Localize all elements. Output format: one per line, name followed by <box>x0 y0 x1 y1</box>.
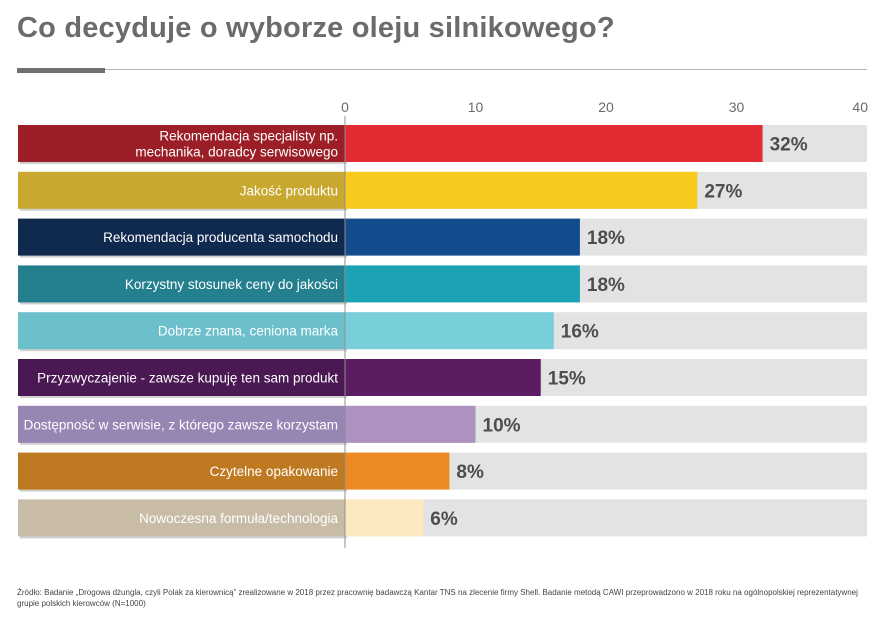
category-label: Jakość produktu <box>240 183 338 198</box>
category-label-box <box>18 312 345 350</box>
category-label-box <box>18 218 345 256</box>
value-bar <box>345 452 450 490</box>
category-label-box <box>18 265 345 303</box>
category-label-box <box>18 171 345 209</box>
bar-track <box>345 499 867 537</box>
category-label: Przyzwyczajenie - zawsze kupuję ten sam … <box>37 371 338 386</box>
category-label-box <box>18 125 345 162</box>
category-label: Czytelne opakowanie <box>210 464 338 479</box>
x-tick-label: 10 <box>468 99 484 115</box>
data-label: 32% <box>770 135 808 156</box>
title-rule <box>17 69 867 70</box>
category-label-box <box>18 452 345 490</box>
value-bar <box>345 405 476 443</box>
value-bar <box>345 171 698 209</box>
value-bar <box>345 312 554 350</box>
data-label: 16% <box>561 322 599 343</box>
data-label: 6% <box>430 509 458 530</box>
chart-title: Co decyduje o wyborze oleju silnikowego? <box>17 12 615 44</box>
source-note: Źródło: Badanie „Drogowa dżungla, czyli … <box>17 588 858 608</box>
category-label: Korzystny stosunek ceny do jakości <box>125 277 338 292</box>
category-label: Dostępność w serwisie, z którego zawsze … <box>24 417 338 432</box>
x-tick-label: 0 <box>341 99 349 115</box>
x-tick-label: 30 <box>729 99 745 115</box>
x-tick-label: 40 <box>852 99 868 115</box>
bar-chart: 0 10 20 30 40 Rekomendacja specjalisty np. mec… <box>18 99 868 548</box>
value-bar <box>345 359 541 396</box>
category-label: Rekomendacja producenta samochodu <box>103 230 338 245</box>
data-label: 15% <box>548 369 586 390</box>
category-label-box <box>18 499 345 537</box>
value-bar <box>345 218 580 256</box>
category-label: Dobrze znana, ceniona marka <box>158 324 339 339</box>
title-rule-accent <box>17 68 105 73</box>
category-label: Rekomendacja specjalisty np. mechanika, d… <box>135 129 338 160</box>
value-bar <box>345 265 580 303</box>
category-label-box <box>18 405 345 443</box>
data-label: 18% <box>587 275 625 296</box>
value-bar <box>345 499 424 537</box>
data-label: 27% <box>704 181 742 202</box>
category-label-box <box>18 359 345 396</box>
value-bar <box>345 125 763 162</box>
data-label: 8% <box>456 462 484 483</box>
data-label: 18% <box>587 228 625 249</box>
category-label: Nowoczesna formuła/technologia <box>139 511 338 526</box>
data-label: 10% <box>483 415 521 436</box>
x-tick-label: 20 <box>598 99 614 115</box>
